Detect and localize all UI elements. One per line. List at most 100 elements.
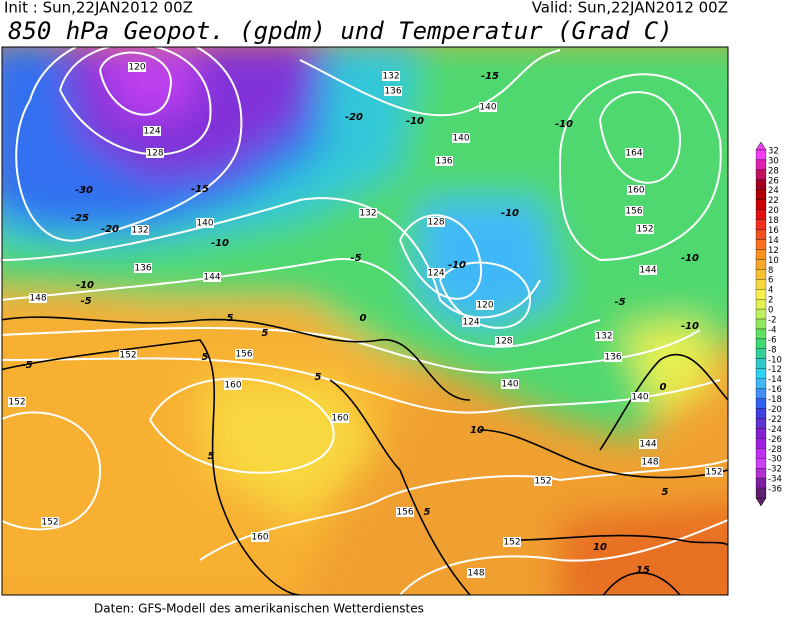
geopotential-label-box (641, 457, 659, 467)
geopotential-label: 148 (467, 569, 484, 579)
colorbar-cell (755, 328, 767, 340)
colorbar-cell (755, 477, 767, 489)
isotherm (599, 353, 728, 451)
colorbar-label: 12 (768, 246, 779, 256)
geopotential-label-box (427, 268, 445, 278)
colorbar-label: -2 (768, 316, 776, 326)
geopotential-label: 136 (384, 87, 401, 97)
geopotential-label-box (631, 392, 649, 402)
geopotential-label: 136 (134, 264, 151, 274)
geopotential-label: 152 (8, 398, 25, 408)
colorbar-cell (755, 169, 767, 180)
geopotential-contours (2, 47, 728, 595)
field-lightgreen (620, 320, 720, 420)
colorbar-cell (755, 179, 767, 190)
geopotential-label-box (134, 263, 152, 273)
field-magenta (90, 50, 200, 120)
geopotential-label: 132 (382, 72, 399, 82)
geopotential-label: 140 (501, 380, 518, 390)
temperature-label: -10 (501, 208, 519, 219)
temperature-label: -10 (76, 280, 94, 291)
temperature-label: -10 (681, 253, 699, 264)
temperature-label: -30 (75, 185, 93, 196)
colorbar-label: 26 (768, 176, 779, 186)
temperature-label: -10 (681, 321, 699, 332)
temperature-label: -5 (80, 296, 91, 307)
geopotential-label: 132 (595, 332, 612, 342)
map-title: 850 hPa Geopot. (gpdm) und Temperatur (G… (8, 17, 673, 45)
colorbar-label: -6 (768, 335, 776, 345)
geopotential-label-box (452, 133, 470, 143)
geopotential-label: 156 (625, 207, 642, 217)
colorbar-cell (755, 418, 767, 429)
colorbar-label: -28 (768, 445, 782, 455)
colorbar-label: -18 (768, 395, 782, 405)
geopotential-label-box (131, 225, 149, 235)
colorbar-cell (755, 438, 767, 449)
colorbar-cell (755, 229, 767, 240)
geopotential-label: 156 (235, 350, 252, 360)
colorbar-cell (755, 209, 767, 220)
temperature-label: -20 (101, 224, 119, 235)
colorbar-label: 20 (768, 206, 779, 216)
temperature-label: -10 (406, 116, 424, 127)
temperature-label: -5 (614, 297, 625, 308)
colorbar-cell (755, 269, 767, 280)
geopotential-label-box (224, 380, 242, 390)
geopotential-label-box (29, 293, 47, 303)
contour (15, 47, 243, 242)
contour (599, 91, 682, 184)
geopotential-label-box (627, 185, 645, 195)
geopotential-label: 128 (427, 218, 444, 228)
geopotential-label-box (636, 224, 654, 234)
geopotential-label: 160 (251, 533, 268, 543)
temperature-label: 5 (262, 328, 269, 339)
temperature-label: 10 (593, 542, 607, 553)
temperature-label: -5 (21, 360, 32, 371)
geopotential-label-box (146, 148, 164, 158)
colorbar-cell (755, 348, 767, 359)
geopotential-label-box (534, 476, 552, 486)
colorbar-label: -14 (768, 375, 782, 385)
geopotential-label-box (479, 102, 497, 112)
geopotential-label-box (143, 126, 161, 136)
colorbar-label: 30 (768, 156, 779, 166)
map-area (2, 47, 728, 595)
colorbar-cell (755, 318, 767, 330)
geopotential-label: 152 (636, 225, 653, 235)
geopotential-label-box (639, 439, 657, 449)
geopotential-label-box (503, 537, 521, 547)
geopotential-label-box (359, 208, 377, 218)
geopotential-label: 140 (631, 393, 648, 403)
colorbar-label: 10 (768, 256, 779, 266)
colorbar-cell (755, 378, 767, 389)
colorbar-cell (755, 398, 767, 409)
colorbar: 32302826242220181614121086420-2-4-6-8-10… (755, 141, 782, 507)
geopotential-label-box (41, 517, 59, 527)
colorbar-cell (755, 279, 767, 290)
isotherm (2, 316, 471, 401)
geopotential-label-box (396, 507, 414, 517)
geopotential-label-box (604, 352, 622, 362)
geopotential-label: 156 (396, 508, 413, 518)
colorbar-label: -12 (768, 365, 782, 375)
geopotential-label-box (501, 379, 519, 389)
geopotential-label: 120 (476, 301, 493, 311)
isotherm (519, 534, 728, 546)
colorbar-cell (755, 428, 767, 439)
colorbar-label: 18 (768, 216, 779, 226)
geopotential-label: 136 (435, 157, 452, 167)
geopotential-label: 124 (427, 269, 444, 279)
temperature-label: -20 (345, 112, 363, 123)
geopotential-label-box (384, 86, 402, 96)
contour (299, 49, 561, 117)
geopotential-label: 152 (503, 538, 520, 548)
colorbar-arrow-top (755, 141, 767, 151)
colorbar-label: 6 (768, 276, 773, 286)
geopotential-label: 124 (462, 318, 479, 328)
temperature-label: 10 (470, 425, 484, 436)
geopotential-label: 152 (705, 468, 722, 478)
geopotential-label-box (382, 71, 400, 81)
colorbar-cell (755, 358, 767, 369)
geopotential-label: 152 (119, 351, 136, 361)
